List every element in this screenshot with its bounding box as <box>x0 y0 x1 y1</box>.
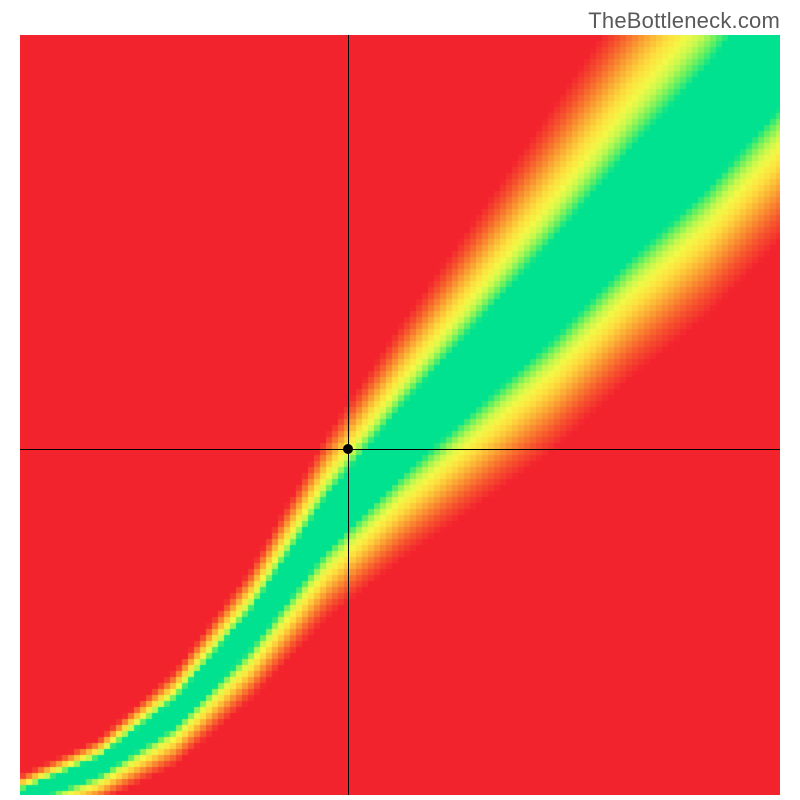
heatmap-canvas <box>20 35 780 795</box>
watermark-text: TheBottleneck.com <box>588 8 780 34</box>
bottleneck-heatmap <box>20 35 780 795</box>
